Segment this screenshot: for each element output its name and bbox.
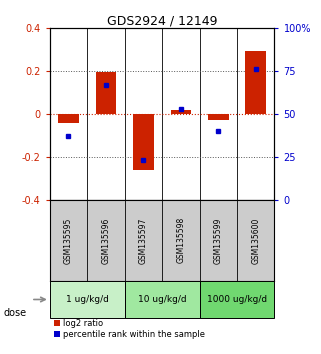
Text: GSM135596: GSM135596 <box>101 217 110 263</box>
Bar <box>50 281 125 318</box>
Text: GSM135598: GSM135598 <box>176 217 185 263</box>
Text: GSM135595: GSM135595 <box>64 217 73 263</box>
Text: 1 ug/kg/d: 1 ug/kg/d <box>66 295 108 304</box>
Bar <box>170 110 191 114</box>
Text: 1000 ug/kg/d: 1000 ug/kg/d <box>207 295 267 304</box>
Bar <box>133 114 154 170</box>
Bar <box>208 114 229 120</box>
Text: 10 ug/kg/d: 10 ug/kg/d <box>138 295 187 304</box>
Bar <box>58 114 79 122</box>
Title: GDS2924 / 12149: GDS2924 / 12149 <box>107 14 217 27</box>
Text: dose: dose <box>3 308 26 318</box>
Text: GSM135597: GSM135597 <box>139 217 148 263</box>
Bar <box>246 51 266 114</box>
Bar <box>96 72 116 114</box>
Legend: log2 ratio, percentile rank within the sample: log2 ratio, percentile rank within the s… <box>54 319 205 339</box>
Text: GSM135599: GSM135599 <box>214 217 223 263</box>
Bar <box>200 281 274 318</box>
Bar <box>125 281 200 318</box>
Text: GSM135600: GSM135600 <box>251 217 260 263</box>
